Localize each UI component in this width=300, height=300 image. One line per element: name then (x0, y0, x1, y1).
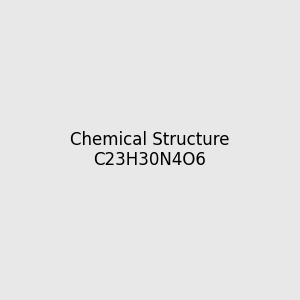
Text: Chemical Structure
C23H30N4O6: Chemical Structure C23H30N4O6 (70, 130, 230, 170)
